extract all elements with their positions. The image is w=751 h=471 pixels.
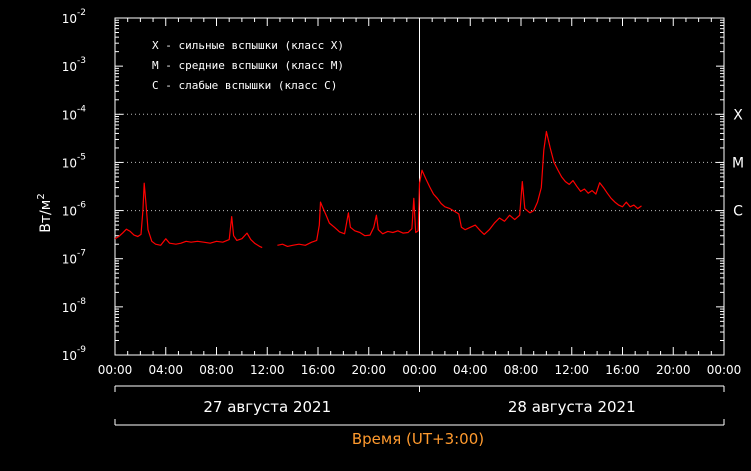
legend-item-x: X - сильные вспышки (класс X) bbox=[152, 39, 344, 52]
legend: X - сильные вспышки (класс X) M - средние… bbox=[152, 39, 344, 92]
y-tick-exponent: -2 bbox=[77, 8, 86, 18]
series-layer bbox=[114, 130, 642, 249]
y-tick-label: 10-9 bbox=[62, 345, 87, 363]
x-tick-label: 20:00 bbox=[351, 363, 386, 377]
day-labels: 27 августа 2021 28 августа 2021 bbox=[114, 385, 725, 426]
x-tick-label: 00:00 bbox=[402, 363, 437, 377]
x-tick-label: 16:00 bbox=[301, 363, 336, 377]
y-tick-label: 10-3 bbox=[62, 56, 86, 74]
y-tick-exponent: -9 bbox=[77, 345, 86, 355]
day-label: 27 августа 2021 bbox=[203, 398, 331, 416]
y-tick-label: 10-4 bbox=[62, 104, 87, 122]
y-tick-label: 10-6 bbox=[62, 201, 87, 219]
y-axis-label-base: Вт/м bbox=[38, 200, 54, 233]
x-tick-label: 20:00 bbox=[656, 363, 691, 377]
x-tick-label: 00:00 bbox=[707, 363, 742, 377]
y-tick-exponent: -8 bbox=[77, 297, 86, 307]
class-x-label: X bbox=[733, 107, 743, 123]
flux-series-segment bbox=[114, 182, 263, 249]
x-tick-label: 08:00 bbox=[504, 363, 539, 377]
class-m-label: M bbox=[732, 155, 744, 171]
flux-series-segment bbox=[277, 130, 642, 247]
x-axis-label: Время (UT+3:00) bbox=[352, 430, 484, 448]
y-tick-exponent: -6 bbox=[77, 201, 86, 211]
y-tick-label: 10-8 bbox=[62, 297, 87, 315]
y-tick-label: 10-7 bbox=[62, 249, 86, 267]
day-label: 28 августа 2021 bbox=[508, 398, 636, 416]
class-c-label: C bbox=[733, 204, 743, 220]
y-axis-label: Вт/м2 bbox=[36, 193, 54, 232]
y-tick-label: 10-2 bbox=[62, 8, 86, 26]
x-tick-label: 12:00 bbox=[250, 363, 285, 377]
y-tick-label: 10-5 bbox=[62, 152, 86, 170]
x-tick-label: 04:00 bbox=[148, 363, 183, 377]
y-axis-label-exp: 2 bbox=[36, 193, 47, 199]
y-tick-exponent: -5 bbox=[77, 152, 86, 162]
x-axis-ticks: 00:00 04:00 08:00 12:00 16:00 20:00 00:00 04:00… bbox=[98, 18, 742, 377]
x-tick-label: 00:00 bbox=[98, 363, 133, 377]
x-tick-label: 08:00 bbox=[199, 363, 234, 377]
y-axis-ticks: 10-2 10-3 10-4 10-5 10-6 10-7 10-8 10-9 bbox=[62, 8, 724, 363]
legend-item-c: C - слабые вспышки (класс C) bbox=[152, 79, 337, 92]
x-tick-label: 16:00 bbox=[605, 363, 640, 377]
x-tick-label: 04:00 bbox=[453, 363, 488, 377]
y-tick-exponent: -4 bbox=[77, 104, 86, 114]
legend-item-m: M - средние вспышки (класс M) bbox=[152, 59, 344, 72]
x-tick-label: 12:00 bbox=[554, 363, 589, 377]
y-tick-exponent: -3 bbox=[77, 56, 86, 66]
y-tick-exponent: -7 bbox=[77, 249, 86, 259]
